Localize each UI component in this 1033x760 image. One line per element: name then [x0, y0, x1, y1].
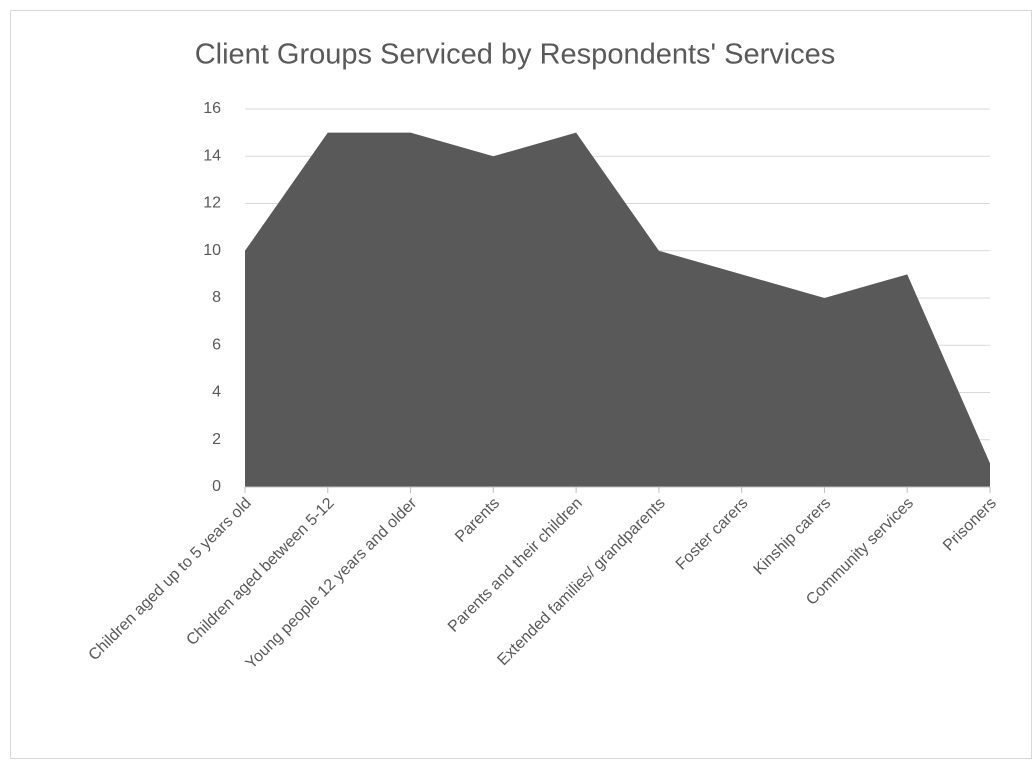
y-tick-label: 4: [212, 384, 221, 401]
y-tick-label: 16: [203, 100, 221, 117]
y-tick-label: 14: [203, 147, 221, 164]
chart-title: Client Groups Serviced by Respondents' S…: [195, 39, 836, 71]
y-tick-label: 10: [203, 242, 221, 259]
area: [245, 132, 990, 487]
y-tick-label: 8: [212, 289, 221, 306]
y-tick-label: 12: [203, 195, 221, 212]
y-tick-label: 0: [212, 478, 221, 495]
y-tick-label: 2: [212, 431, 221, 448]
y-tick-label: 6: [212, 336, 221, 353]
